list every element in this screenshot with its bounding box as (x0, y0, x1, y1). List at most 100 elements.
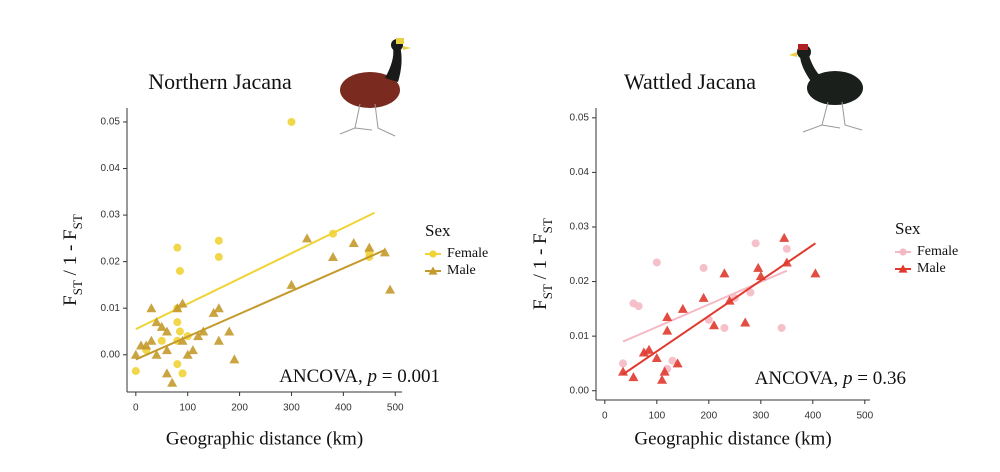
point (172, 303, 183, 313)
point (161, 345, 172, 355)
bird-illustration (789, 44, 863, 133)
point (167, 377, 178, 387)
point (156, 321, 167, 331)
point (173, 318, 182, 327)
x-tick-label: 0 (602, 411, 608, 422)
point (327, 251, 338, 261)
point (173, 360, 182, 369)
point (720, 323, 729, 332)
point (178, 369, 187, 378)
x-tick-label: 0 (133, 403, 139, 414)
y-tick-label: 0.00 (101, 349, 121, 360)
y-tick-label: 0.03 (101, 210, 121, 221)
legend-label: Male (447, 263, 476, 278)
point (213, 335, 224, 345)
x-tick-label: 500 (856, 411, 873, 422)
point (198, 326, 209, 336)
point (672, 358, 683, 368)
x-tick-label: 100 (648, 411, 665, 422)
annotation-part: = 0.001 (377, 366, 440, 387)
y-axis-title-part: ST (540, 218, 555, 233)
point (779, 232, 790, 242)
y-axis-title-part: ST (540, 284, 555, 299)
y-axis-title: FST / 1 - FST (60, 214, 85, 306)
point (628, 372, 639, 382)
point (638, 347, 649, 357)
y-axis-title-part: / 1 - F (530, 233, 551, 284)
point (662, 312, 673, 322)
point (157, 336, 166, 345)
y-tick-label: 0.00 (570, 385, 590, 396)
point (753, 262, 764, 272)
point (746, 288, 755, 297)
point (130, 349, 141, 359)
point (177, 335, 188, 345)
point (151, 349, 162, 359)
annotation-part: ANCOVA, (279, 366, 367, 387)
point (224, 326, 235, 336)
y-tick-label: 0.01 (101, 303, 121, 314)
annotation: ANCOVA, p = 0.001 (279, 366, 440, 387)
point (657, 374, 668, 384)
point (286, 279, 297, 289)
y-tick-label: 0.04 (101, 163, 121, 174)
point (810, 268, 821, 278)
point (131, 367, 140, 376)
point (287, 117, 296, 126)
point (619, 359, 628, 368)
y-axis-title: FST / 1 - FST (530, 218, 555, 310)
point (302, 233, 313, 243)
x-tick-label: 200 (700, 411, 717, 422)
point (659, 366, 670, 376)
x-tick-label: 400 (335, 403, 352, 414)
y-axis-title-part: / 1 - F (60, 229, 81, 280)
legend-label: Female (447, 246, 488, 261)
y-tick-label: 0.05 (570, 112, 590, 123)
bird-illustration (339, 38, 411, 137)
y-axis-title-part: ST (70, 280, 85, 295)
annotation: ANCOVA, p = 0.36 (755, 368, 906, 389)
x-tick-label: 300 (752, 411, 769, 422)
x-tick-label: 500 (387, 403, 404, 414)
point (187, 345, 198, 355)
legend-marker (898, 264, 908, 273)
point (151, 317, 162, 327)
point (385, 284, 396, 294)
point (141, 340, 152, 350)
x-tick-label: 300 (283, 403, 300, 414)
point (348, 238, 359, 248)
point (208, 307, 219, 317)
point (173, 243, 182, 252)
point (161, 368, 172, 378)
legend-marker (428, 266, 438, 275)
y-tick-label: 0.01 (570, 331, 590, 342)
chart-title: Wattled Jacana (624, 69, 756, 94)
point (213, 303, 224, 313)
point (777, 323, 786, 332)
point (146, 335, 157, 345)
x-tick-label: 200 (231, 403, 248, 414)
point (709, 320, 720, 330)
point (698, 292, 709, 302)
legend-title: Sex (425, 221, 451, 240)
annotation-part: ANCOVA, (755, 368, 843, 389)
y-axis-title-part: F (530, 299, 551, 310)
point (751, 239, 760, 248)
legend-label: Female (917, 244, 958, 259)
x-tick-label: 400 (804, 411, 821, 422)
x-axis-title: Geographic distance (km) (634, 428, 831, 449)
point (182, 349, 193, 359)
annotation-part: p (366, 366, 378, 387)
fit-line (622, 242, 816, 376)
y-tick-label: 0.02 (101, 256, 121, 267)
point (652, 258, 661, 267)
point (379, 247, 390, 257)
point (651, 352, 662, 362)
legend-marker (429, 250, 437, 258)
point (719, 268, 730, 278)
x-tick-label: 100 (179, 403, 196, 414)
annotation-part: p (841, 368, 853, 389)
point (214, 236, 223, 245)
point (699, 263, 708, 272)
y-tick-label: 0.03 (570, 222, 590, 233)
